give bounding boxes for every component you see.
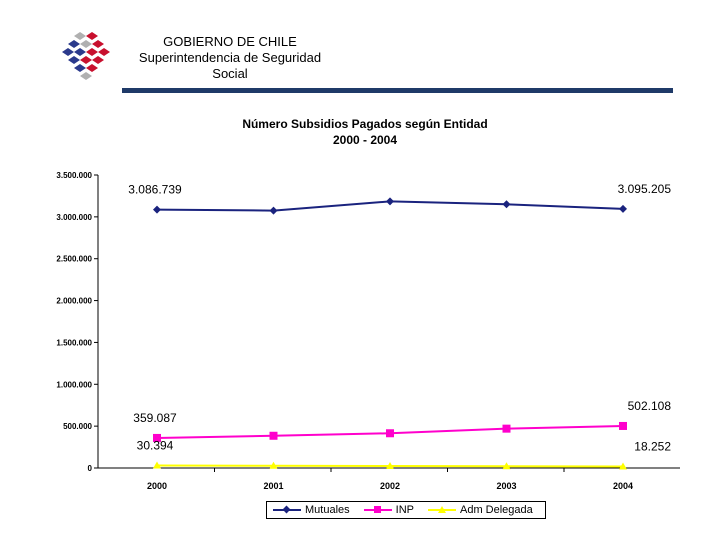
- y-tick-label: 2.000.000: [56, 297, 92, 306]
- data-point-marker: [153, 205, 161, 214]
- x-tick-label: 2004: [613, 481, 633, 491]
- data-point-marker: [619, 204, 627, 213]
- data-point-marker: [269, 206, 278, 215]
- chart-legend: Mutuales INP Adm Delegada: [266, 501, 546, 519]
- logo-cubes: [62, 32, 110, 80]
- data-label: 3.095.205: [618, 182, 672, 196]
- data-point-marker: [619, 462, 627, 470]
- legend-item: Adm Delegada: [427, 504, 533, 516]
- data-point-marker: [269, 461, 278, 469]
- legend-label: Mutuales: [305, 504, 350, 516]
- x-tick-label: 2001: [263, 481, 283, 491]
- x-tick-label: 2000: [147, 481, 167, 491]
- y-tick-label: 2.500.000: [56, 255, 92, 264]
- data-point-marker: [269, 431, 278, 440]
- data-point-marker: [619, 421, 627, 430]
- legend-swatch: [273, 505, 301, 515]
- x-tick-label: 2003: [496, 481, 516, 491]
- legend-swatch: [427, 505, 456, 515]
- data-label: 359.087: [133, 411, 177, 425]
- government-logo: [62, 32, 110, 80]
- header-line-3: Social: [212, 66, 248, 81]
- data-point-marker: [153, 433, 161, 442]
- header-line-2: Superintendencia de Seguridad: [138, 50, 322, 65]
- chart-title: Número Subsidios Pagados según Entidad 2…: [160, 116, 570, 148]
- chart-series: [153, 197, 627, 470]
- y-tick-label: 500.000: [63, 422, 92, 431]
- y-tick-label: 0: [88, 464, 93, 473]
- data-point-marker: [502, 424, 511, 433]
- data-label: 502.108: [628, 399, 672, 413]
- series-mutuales: [153, 197, 627, 215]
- data-point-marker: [386, 197, 394, 206]
- y-tick-label: 1.000.000: [56, 380, 92, 389]
- header-org: GOBIERNO DE CHILE Superintendencia de Se…: [120, 34, 340, 82]
- data-point-marker: [153, 461, 161, 469]
- chart-axes: 0 500.000 1.000.000 1.500.000 2.000.000 2.500…: [56, 171, 680, 491]
- legend-item: Mutuales: [273, 504, 350, 516]
- data-label: 18.252: [634, 439, 671, 453]
- data-label: 30.394: [137, 438, 174, 452]
- chart-title-line-1: Número Subsidios Pagados según Entidad: [242, 117, 488, 131]
- legend-item: INP: [363, 504, 414, 516]
- data-label: 3.086.739: [128, 183, 182, 197]
- data-point-marker: [386, 461, 394, 469]
- series-adm-delegada: [153, 461, 627, 470]
- chart-data-labels: 3.086.739 3.095.205 359.087 502.108 30.394 18…: [128, 182, 671, 454]
- data-point-marker: [502, 462, 511, 470]
- header-line-1: GOBIERNO DE CHILE: [163, 34, 297, 49]
- legend-label: INP: [395, 504, 414, 516]
- series-inp: [153, 421, 627, 442]
- legend-label: Adm Delegada: [459, 504, 533, 516]
- y-tick-label: 3.500.000: [56, 171, 92, 180]
- legend-swatch: [363, 505, 392, 515]
- header-divider: [122, 88, 673, 93]
- y-tick-label: 3.000.000: [56, 213, 92, 222]
- chart-title-line-2: 2000 - 2004: [332, 133, 398, 147]
- data-point-marker: [502, 200, 511, 209]
- y-tick-label: 1.500.000: [56, 338, 92, 347]
- x-tick-label: 2002: [380, 481, 400, 491]
- data-point-marker: [386, 429, 394, 438]
